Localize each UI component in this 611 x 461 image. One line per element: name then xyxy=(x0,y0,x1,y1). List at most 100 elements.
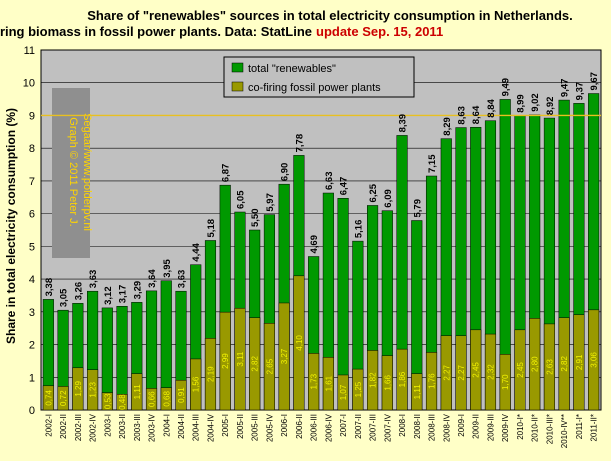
bar-cofiring xyxy=(352,368,364,411)
bar-cofiring xyxy=(411,373,423,411)
x-tick-label: 2007-III xyxy=(369,414,378,441)
x-tick-label: 2003-II xyxy=(118,414,127,439)
total-value-label: 3,12 xyxy=(103,286,114,305)
cofiring-value-label: 2,82 xyxy=(251,356,260,372)
x-tick-label: 2008-IV xyxy=(442,413,451,442)
cofiring-value-label: 1,25 xyxy=(354,381,363,397)
total-value-label: 6,87 xyxy=(221,164,232,183)
x-tick-label: 2010-IV** xyxy=(560,414,569,448)
cofiring-value-label: 3,27 xyxy=(280,348,289,364)
x-tick-label: 2002-III xyxy=(74,414,83,441)
cofiring-value-label: 2,91 xyxy=(575,354,584,370)
x-tick-label: 2008-III xyxy=(428,414,437,441)
x-tick-label: 2004-IV xyxy=(206,413,215,442)
x-tick-label: 2005-IV xyxy=(265,413,274,442)
bar-cofiring xyxy=(440,335,452,411)
x-tick-label: 2002-II xyxy=(59,414,68,439)
legend: total "renewables" co-firing fossil powe… xyxy=(223,56,415,98)
total-value-label: 5,16 xyxy=(353,220,364,239)
total-value-label: 5,97 xyxy=(265,193,276,212)
bar-cofiring xyxy=(116,394,128,411)
bar-cofiring xyxy=(293,275,305,411)
bar-cofiring xyxy=(322,357,334,411)
total-value-label: 6,90 xyxy=(280,163,291,182)
bar-cofiring xyxy=(573,314,585,411)
credit-line-1: Graph © 2011 Peter J. xyxy=(67,117,79,226)
cofiring-value-label: 2,27 xyxy=(457,365,466,381)
bar-cofiring xyxy=(514,329,526,411)
chart-title-line1: Share of "renewables" sources in total e… xyxy=(87,8,573,23)
y-tick-label: 8 xyxy=(29,143,35,155)
y-tick-label: 3 xyxy=(29,307,35,319)
total-value-label: 3,95 xyxy=(162,259,173,278)
cofiring-value-label: 2,99 xyxy=(221,353,230,369)
x-tick-label: 2006-IV xyxy=(324,413,333,442)
bar-cofiring xyxy=(219,311,231,411)
bar-cofiring xyxy=(367,350,379,411)
chart-title-line2: Impact co-firing biomass in fossil power… xyxy=(0,24,312,39)
cofiring-value-label: 4,10 xyxy=(295,335,304,351)
cofiring-value-label: 1,29 xyxy=(74,381,83,397)
y-tick-label: 4 xyxy=(29,274,35,286)
y-tick-label: 7 xyxy=(29,176,35,188)
x-tick-label: 2003-III xyxy=(133,414,142,441)
total-value-label: 8,39 xyxy=(398,114,409,133)
cofiring-value-label: 1,07 xyxy=(339,384,348,400)
total-value-label: 4,44 xyxy=(191,242,202,261)
cofiring-value-label: 1,76 xyxy=(428,373,437,389)
x-tick-label: 2009-IV xyxy=(501,413,510,442)
total-value-label: 3,26 xyxy=(73,282,84,301)
bar-cofiring xyxy=(425,352,438,411)
total-value-label: 6,09 xyxy=(383,189,394,208)
x-tick-label: 2004-II xyxy=(177,414,186,439)
total-value-label: 5,50 xyxy=(250,209,261,228)
bar-cofiring xyxy=(249,317,261,411)
cofiring-value-label: 2,19 xyxy=(206,366,215,382)
x-tick-label: 2005-II xyxy=(236,414,245,439)
bar-cofiring xyxy=(175,379,187,411)
y-tick-label: 0 xyxy=(29,405,35,417)
y-axis-label: Share in total electricity consumption (… xyxy=(4,108,18,344)
bar-cofiring xyxy=(160,387,172,411)
bar-cofiring xyxy=(499,354,511,411)
total-value-label: 9,67 xyxy=(589,72,600,91)
bar-cofiring xyxy=(145,388,158,411)
total-value-label: 8,92 xyxy=(545,97,556,116)
cofiring-value-label: 2,27 xyxy=(442,365,451,381)
cofiring-value-label: 1,11 xyxy=(133,384,142,400)
bar-cofiring xyxy=(455,335,467,411)
legend-label-cofiring: co-firing fossil power plants xyxy=(248,82,381,94)
credit-line-2: Segaar/www.polderpv.nl xyxy=(81,113,93,231)
bar-cofiring xyxy=(381,355,393,411)
legend-swatch-cofiring xyxy=(231,81,244,92)
bar-cofiring xyxy=(529,318,541,411)
x-tick-label: 2007-I xyxy=(339,414,348,437)
x-tick-label: 2002-I xyxy=(44,414,53,437)
credit-box xyxy=(52,88,90,258)
y-tick-label: 6 xyxy=(29,209,35,221)
bar-cofiring xyxy=(101,392,113,411)
total-value-label: 6,47 xyxy=(339,177,350,196)
cofiring-value-label: 0,53 xyxy=(103,393,112,409)
cofiring-value-label: 1,66 xyxy=(383,375,392,391)
cofiring-value-label: 2,32 xyxy=(486,364,495,380)
x-axis-ticks: 2002-I 2002-II 2002-III 2002-IV 2003-I 2003-I… xyxy=(44,413,598,448)
x-tick-label: 2006-II xyxy=(295,414,304,439)
cofiring-value-label: 1,86 xyxy=(398,371,407,387)
cofiring-value-label: 2,82 xyxy=(560,356,569,372)
bar-cofiring xyxy=(190,358,202,411)
x-tick-label: 2010-II* xyxy=(531,414,540,442)
bar-labels: 3,38 0,74 3,05 0,72 3,26 1,29 3,63 1,23 3,12 0,53… xyxy=(44,72,600,410)
cofiring-value-label: 1,56 xyxy=(192,376,201,392)
y-axis-ticks: 0 1 2 3 4 5 6 7 8 9 10 11 xyxy=(23,45,35,417)
cofiring-value-label: 1,73 xyxy=(310,373,319,389)
x-tick-label: 2007-II xyxy=(354,414,363,439)
cofiring-value-label: 2,65 xyxy=(265,358,274,374)
cofiring-value-label: 0,66 xyxy=(148,391,157,407)
x-tick-label: 2004-I xyxy=(162,414,171,437)
bar-cofiring xyxy=(396,348,408,411)
total-value-label: 3,38 xyxy=(44,278,55,297)
y-tick-label: 11 xyxy=(24,45,35,57)
bar-cofiring xyxy=(337,374,349,411)
